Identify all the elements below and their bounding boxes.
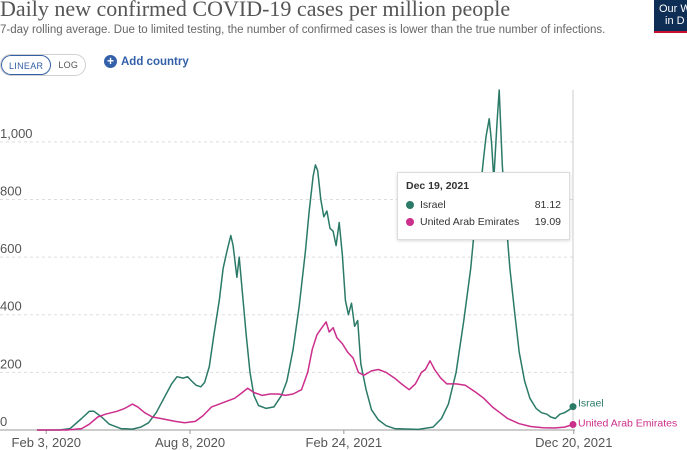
add-country-label: Add country: [121, 55, 189, 68]
y-axis: 0 200 400 600 800 1,000: [0, 126, 33, 429]
add-country-button[interactable]: + Add country: [104, 55, 189, 68]
tooltip-date: Dec 19, 2021: [406, 180, 470, 192]
x-tick-label: Aug 8, 2020: [155, 435, 225, 450]
y-tick-label: 600: [0, 241, 22, 256]
logo-line-2: in D: [665, 15, 685, 27]
tooltip-series-name: United Arab Emirates: [420, 216, 520, 228]
chart-tooltip: Dec 19, 2021 Israel 81.12 United Arab Em…: [397, 172, 570, 240]
x-tick-label: Feb 24, 2021: [306, 435, 383, 450]
series-end-marker: [569, 403, 577, 411]
tooltip-row-israel: Israel 81.12: [406, 199, 561, 211]
owid-logo[interactable]: Our W in D: [654, 0, 687, 33]
y-tick-label: 200: [0, 356, 22, 371]
log-scale-button[interactable]: LOG: [58, 60, 79, 70]
y-tick-label: 400: [0, 299, 22, 314]
series-end-label[interactable]: Israel: [578, 398, 604, 410]
x-tick-label: Dec 20, 2021: [535, 435, 612, 450]
y-tick-label: 0: [0, 414, 7, 429]
x-axis: Feb 3, 2020 Aug 8, 2020 Feb 24, 2021 Dec 20…: [12, 430, 612, 450]
chart-grid: [0, 90, 575, 431]
israel-dot-icon: [406, 201, 414, 209]
y-tick-label: 800: [0, 183, 22, 198]
x-tick-label: Feb 3, 2020: [12, 435, 81, 450]
series-line-uae[interactable]: [37, 321, 574, 431]
scale-toggle: LINEAR LOG: [0, 54, 87, 76]
linear-scale-button[interactable]: LINEAR: [1, 55, 52, 75]
series-end-label[interactable]: United Arab Emirates: [578, 417, 677, 429]
page-subtitle: 7-day rolling average. Due to limited te…: [0, 24, 606, 36]
tooltip-row-uae: United Arab Emirates 19.09: [406, 216, 561, 228]
page-title: Daily new confirmed COVID-19 cases per m…: [0, 0, 511, 21]
logo-line-1: Our W: [659, 3, 687, 15]
tooltip-series-name: Israel: [420, 199, 446, 211]
chart-lines: [37, 89, 577, 431]
series-end-marker: [569, 420, 577, 428]
plus-circle-icon: +: [104, 55, 117, 68]
series-line-israel[interactable]: [37, 89, 574, 431]
uae-dot-icon: [406, 218, 414, 226]
tooltip-series-value: 81.12: [534, 199, 561, 211]
series-labels: Israel United Arab Emirates: [578, 398, 677, 430]
tooltip-series-value: 19.09: [534, 216, 561, 228]
y-tick-label: 1,000: [0, 126, 33, 141]
